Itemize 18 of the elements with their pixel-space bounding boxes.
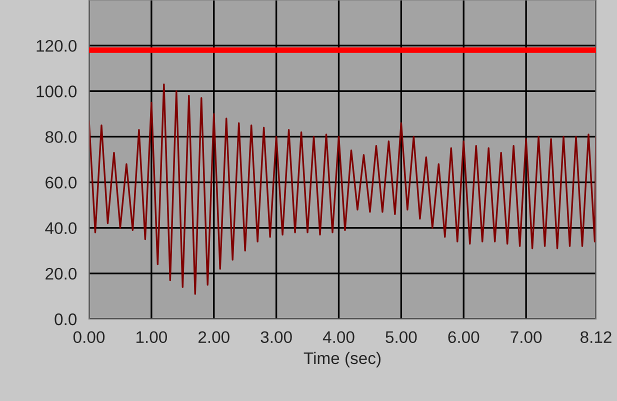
x-axis-title: Time (sec) (304, 352, 381, 368)
y-tick-label: 120.0 (36, 40, 77, 52)
y-tick-label: 80.0 (45, 131, 77, 143)
x-tick-label: 5.00 (386, 331, 417, 344)
y-tick-label: 20.0 (46, 268, 77, 280)
y-tick-label: 100.0 (36, 86, 77, 98)
y-tick-label: 40.0 (45, 222, 77, 234)
x-tick-label: 3.00 (260, 331, 292, 344)
x-tick-label: 7.00 (510, 331, 542, 344)
y-tick-label: 60.0 (46, 176, 77, 188)
x-tick-label: 2.00 (198, 331, 230, 344)
x-tick-label: 1.00 (136, 331, 168, 344)
x-tick-label: 0.00 (73, 331, 105, 344)
y-tick-label: 0.0 (54, 313, 77, 326)
line-series (89, 83, 596, 295)
x-tick-label: 8.12 (580, 331, 612, 344)
x-tick-label: 6.00 (448, 331, 480, 344)
x-tick-label: 4.00 (322, 331, 354, 344)
